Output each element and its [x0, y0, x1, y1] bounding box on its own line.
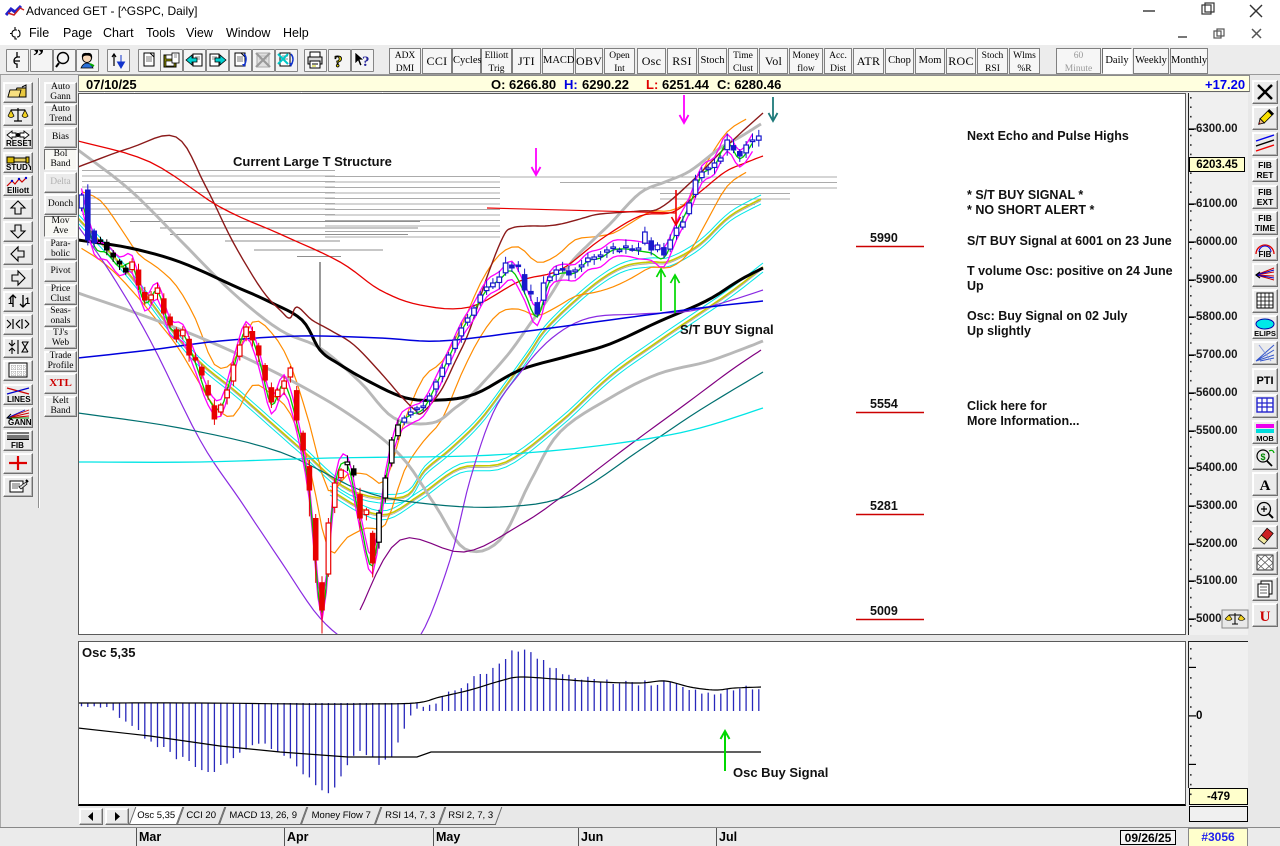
svg-text:1: 1: [25, 296, 30, 306]
svg-text:FIB: FIB: [1258, 160, 1272, 170]
svg-text:?: ?: [334, 52, 343, 71]
svg-text:EXT: EXT: [1257, 197, 1274, 207]
svg-text:Osc: Buy Signal on 02 July: Osc: Buy Signal on 02 July: [967, 309, 1128, 323]
svg-text:TIME: TIME: [1255, 223, 1276, 233]
svg-text:1: 1: [8, 296, 13, 306]
svg-text:* S/T BUY SIGNAL *: * S/T BUY SIGNAL *: [967, 188, 1083, 202]
svg-text:$: $: [1260, 452, 1265, 462]
svg-text:Osc Buy Signal: Osc Buy Signal: [733, 765, 828, 780]
svg-text:U: U: [1260, 609, 1271, 625]
svg-text:?: ?: [362, 54, 370, 70]
svg-text:S/T BUY Signal at 6001 on 23 J: S/T BUY Signal at 6001 on 23 June: [967, 234, 1172, 248]
svg-text:ELIPS: ELIPS: [1254, 329, 1276, 338]
svg-text:RET: RET: [1257, 170, 1275, 180]
svg-text:Next Echo and Pulse Highs: Next Echo and Pulse Highs: [967, 129, 1129, 143]
svg-text:S/T BUY Signal: S/T BUY Signal: [680, 322, 774, 337]
svg-text:T volume Osc: positive on 24 J: T volume Osc: positive on 24 June: [967, 264, 1173, 278]
svg-text:PTI: PTI: [1256, 375, 1273, 387]
svg-text:5990: 5990: [870, 231, 898, 245]
svg-text:GANN: GANN: [8, 418, 31, 426]
svg-text:5554: 5554: [870, 397, 898, 411]
svg-text:FIB: FIB: [1258, 213, 1272, 223]
svg-text:FIB: FIB: [11, 441, 24, 449]
svg-text:MOB: MOB: [1256, 434, 1274, 443]
svg-text:RESET: RESET: [6, 139, 31, 147]
svg-text:More Information...: More Information...: [967, 414, 1080, 428]
svg-text:A: A: [1260, 478, 1271, 494]
svg-text:Up slightly: Up slightly: [967, 324, 1031, 338]
svg-text:5281: 5281: [870, 499, 898, 513]
svg-text:FIB: FIB: [1259, 250, 1272, 259]
svg-text:Click here for: Click here for: [967, 399, 1047, 413]
svg-text:”: ”: [33, 50, 44, 68]
svg-text:Current Large T Structure: Current Large T Structure: [233, 154, 392, 169]
svg-text:Elliott: Elliott: [7, 186, 30, 194]
svg-text:5009: 5009: [870, 604, 898, 618]
svg-text:Osc 5,35: Osc 5,35: [82, 645, 136, 660]
svg-text:* NO SHORT ALERT *: * NO SHORT ALERT *: [967, 203, 1094, 217]
svg-text:STUDY: STUDY: [6, 163, 31, 171]
svg-text:FIB: FIB: [1258, 187, 1272, 197]
svg-text:LINES: LINES: [7, 395, 31, 403]
svg-text:Up: Up: [967, 279, 984, 293]
